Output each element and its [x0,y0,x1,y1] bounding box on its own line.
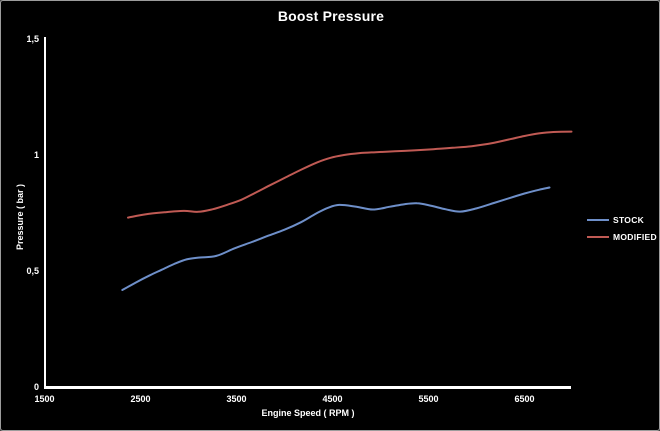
x-tick-label: 2500 [130,394,151,404]
y-tick-label: 0,5 [26,266,39,276]
y-tick-label: 1 [33,150,39,160]
legend-item-modified: MODIFIED [587,228,657,245]
x-tick-label: 6500 [514,394,535,404]
legend-label: STOCK [613,214,645,225]
y-axis-title: Pressure ( bar ) [15,183,25,251]
x-tick-label: 4500 [322,394,343,404]
chart-title: Boost Pressure [277,8,385,24]
legend-label: MODIFIED [613,231,657,242]
y-tick-label: 1,5 [26,34,39,44]
x-axis-title: Engine Speed ( RPM ) [261,408,355,418]
y-tick-label: 0 [33,382,39,392]
legend-swatch-line [587,218,609,221]
x-tick-label: 5500 [418,394,439,404]
x-tick-label: 3500 [226,394,247,404]
series-line-modified [127,130,573,219]
series-lines [121,130,573,291]
series-line-stock [121,186,551,291]
legend-item-stock: STOCK [587,211,657,228]
legend-swatch-line [587,235,609,238]
x-tick-label: 1500 [34,394,55,404]
legend: STOCK MODIFIED [587,211,657,245]
